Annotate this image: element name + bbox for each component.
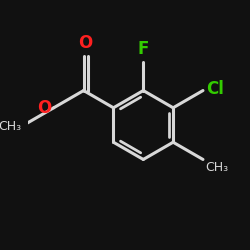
Text: F: F <box>138 40 149 58</box>
Text: CH₃: CH₃ <box>205 161 228 174</box>
Text: O: O <box>37 99 51 117</box>
Text: Cl: Cl <box>206 80 224 98</box>
Text: CH₃: CH₃ <box>0 120 22 132</box>
Text: O: O <box>78 34 93 52</box>
